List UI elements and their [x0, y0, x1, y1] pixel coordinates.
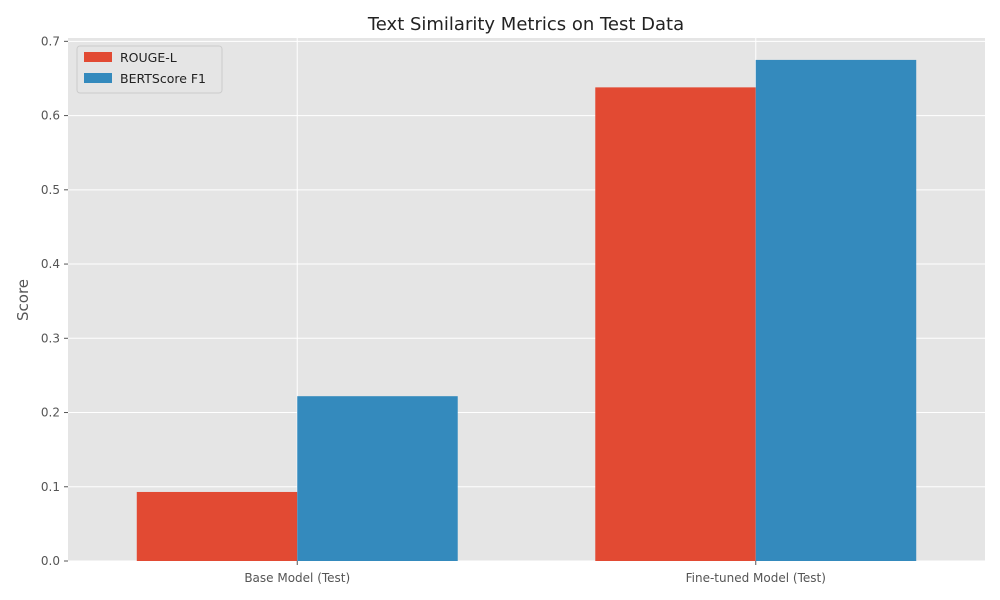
legend-swatch-bertscore-f1 [84, 73, 112, 83]
legend-label-rouge-l: ROUGE-L [120, 50, 177, 65]
legend-swatch-rouge-l [84, 52, 112, 62]
y-tick-label: 0.3 [41, 331, 60, 345]
x-tick-label: Fine-tuned Model (Test) [686, 571, 826, 585]
bar-rouge-l-0 [136, 491, 298, 561]
y-axis-ticks: 0.0 0.1 0.2 0.3 0.4 0.5 0.6 0.7 [41, 34, 68, 568]
y-tick-label: 0.2 [41, 406, 60, 420]
bar-rouge-l-1 [595, 87, 756, 561]
y-tick-label: 0.6 [41, 109, 60, 123]
legend: ROUGE-L BERTScore F1 [76, 45, 223, 94]
y-tick-label: 0.4 [41, 257, 60, 271]
x-axis-ticks: Base Model (Test) Fine-tuned Model (Test) [244, 561, 826, 585]
bars [136, 59, 917, 561]
legend-box [76, 45, 223, 94]
legend-label-bertscore-f1: BERTScore F1 [120, 71, 206, 86]
y-tick-label: 0.0 [41, 554, 60, 568]
y-axis-title: Score [14, 279, 32, 321]
x-tick-label: Base Model (Test) [244, 571, 350, 585]
bar-bertscore-f1-1 [755, 59, 917, 561]
y-tick-label: 0.1 [41, 480, 60, 494]
bar-bertscore-f1-0 [297, 396, 458, 561]
y-tick-label: 0.7 [41, 34, 60, 48]
chart-title: Text Similarity Metrics on Test Data [367, 14, 684, 35]
y-tick-label: 0.5 [41, 183, 60, 197]
